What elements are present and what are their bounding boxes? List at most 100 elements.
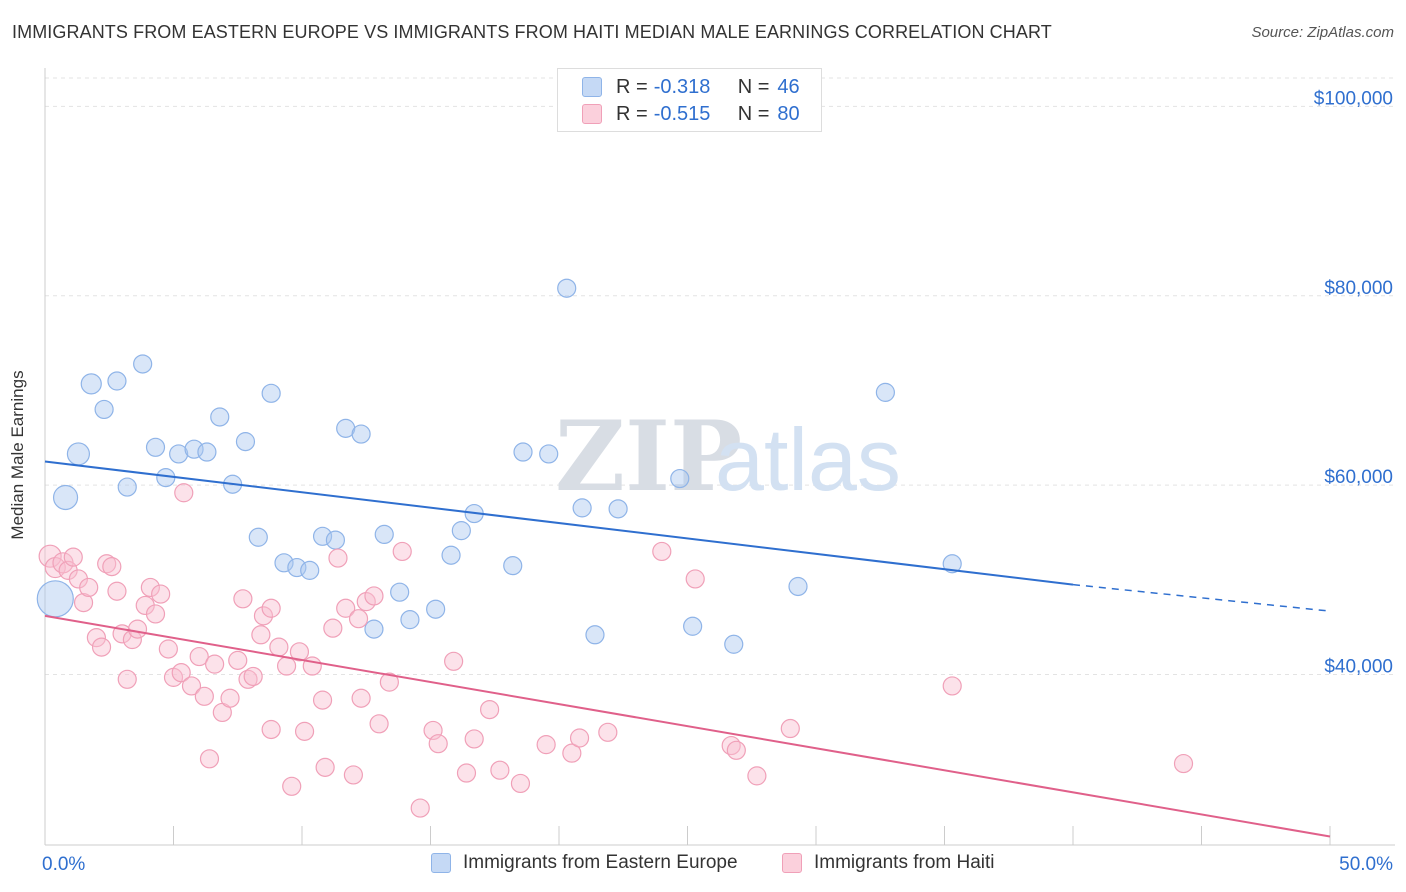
- point-eastern-europe: [94, 399, 114, 420]
- point-haiti: [379, 672, 399, 692]
- point-eastern-europe: [513, 442, 533, 462]
- point-eastern-europe: [312, 526, 333, 546]
- point-haiti: [289, 642, 310, 662]
- point-eastern-europe: [875, 382, 895, 402]
- point-haiti: [199, 749, 220, 769]
- point-haiti: [238, 669, 258, 689]
- point-haiti: [158, 639, 178, 659]
- point-eastern-europe: [683, 616, 703, 636]
- point-haiti: [253, 606, 274, 626]
- point-haiti: [315, 757, 335, 777]
- y-axis-label: Median Male Earnings: [8, 370, 27, 540]
- point-eastern-europe: [274, 553, 294, 573]
- data-points: [36, 278, 1194, 818]
- point-eastern-europe: [585, 625, 605, 645]
- point-eastern-europe: [117, 477, 137, 497]
- point-eastern-europe: [66, 442, 91, 466]
- point-haiti: [171, 663, 191, 683]
- point-haiti: [107, 581, 127, 601]
- legend-r-label: R =: [616, 75, 648, 98]
- point-eastern-europe: [788, 576, 808, 597]
- point-eastern-europe: [451, 521, 471, 541]
- point-eastern-europe: [261, 383, 281, 403]
- point-haiti: [145, 604, 166, 624]
- point-eastern-europe: [36, 580, 74, 618]
- point-eastern-europe: [539, 444, 559, 464]
- trend-line-haiti: [44, 614, 1331, 838]
- point-haiti: [73, 592, 94, 613]
- point-haiti: [261, 719, 281, 740]
- point-haiti: [189, 646, 209, 667]
- point-haiti: [336, 598, 356, 618]
- point-haiti: [364, 586, 384, 606]
- point-haiti: [312, 690, 333, 710]
- legend-n-value: 46: [777, 75, 800, 98]
- point-haiti: [343, 765, 363, 785]
- y-tick-label: $80,000: [1324, 278, 1393, 299]
- point-haiti: [726, 740, 746, 760]
- point-haiti: [194, 686, 214, 706]
- point-haiti: [282, 776, 302, 796]
- point-haiti: [91, 637, 112, 657]
- axes: [44, 68, 1395, 846]
- point-eastern-europe: [426, 599, 446, 619]
- series-label-haiti: Immigrants from Haiti: [814, 852, 995, 873]
- point-haiti: [348, 609, 369, 629]
- point-haiti: [276, 656, 297, 676]
- point-haiti: [323, 618, 343, 638]
- point-eastern-europe: [325, 530, 346, 550]
- point-eastern-europe: [670, 468, 690, 489]
- point-haiti: [562, 743, 582, 763]
- point-haiti: [261, 598, 281, 618]
- point-haiti: [1173, 753, 1194, 774]
- point-eastern-europe: [942, 554, 962, 574]
- point-haiti: [63, 547, 83, 567]
- legend-swatch-eastern-europe: [582, 77, 602, 97]
- correlation-legend: R = -0.318 N = 46 R = -0.515 N = 80: [557, 68, 822, 132]
- point-haiti: [269, 637, 289, 657]
- point-haiti: [510, 773, 531, 794]
- legend-swatch-haiti: [582, 104, 602, 124]
- point-haiti: [747, 766, 767, 786]
- point-eastern-europe: [197, 442, 217, 462]
- point-haiti: [220, 688, 240, 708]
- series-swatch-eastern-europe: [431, 853, 451, 873]
- x-tick-label: 50.0%: [1339, 854, 1393, 875]
- point-haiti: [369, 714, 389, 734]
- point-haiti: [569, 728, 590, 748]
- legend-n-value: 80: [777, 102, 800, 125]
- series-swatch-haiti: [782, 853, 802, 873]
- point-haiti: [38, 544, 62, 568]
- point-haiti: [79, 577, 99, 598]
- point-haiti: [140, 577, 160, 598]
- point-haiti: [490, 760, 510, 780]
- point-haiti: [536, 735, 556, 755]
- point-eastern-europe: [608, 499, 628, 519]
- point-haiti: [942, 676, 962, 696]
- point-haiti: [86, 628, 107, 648]
- point-eastern-europe: [80, 373, 102, 395]
- point-haiti: [251, 625, 271, 645]
- point-eastern-europe: [503, 556, 523, 576]
- point-haiti: [294, 721, 315, 741]
- trend-line-eastern-europe: [44, 460, 1074, 586]
- point-haiti: [480, 699, 500, 720]
- point-haiti: [351, 688, 371, 708]
- tick-labels: $40,000 $60,000 $80,000 $100,000 0.0% 50.0%: [42, 88, 1393, 875]
- point-eastern-europe: [133, 354, 153, 374]
- point-haiti: [97, 554, 117, 574]
- y-tick-label: $100,000: [1314, 88, 1393, 109]
- point-eastern-europe: [235, 432, 256, 452]
- point-haiti: [780, 718, 800, 739]
- point-eastern-europe: [724, 634, 744, 654]
- point-eastern-europe: [300, 560, 320, 580]
- legend-r-label: R =: [616, 102, 648, 125]
- point-haiti: [428, 734, 448, 754]
- point-haiti: [328, 548, 348, 568]
- series-legend-haiti: Immigrants from Haiti: [782, 852, 995, 874]
- series-legend-eastern-europe: Immigrants from Eastern Europe: [431, 852, 738, 874]
- point-haiti: [233, 589, 253, 609]
- point-haiti: [181, 676, 202, 696]
- series-label-eastern-europe: Immigrants from Eastern Europe: [463, 852, 738, 873]
